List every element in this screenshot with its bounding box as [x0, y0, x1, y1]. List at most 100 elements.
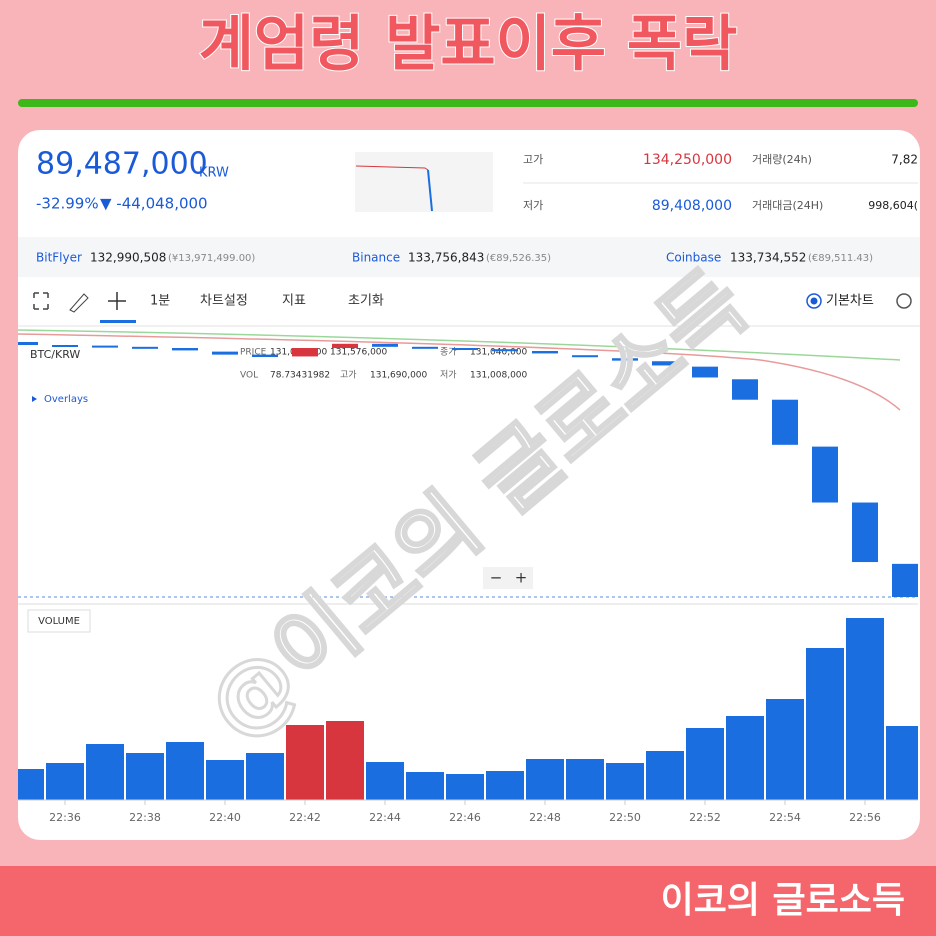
- info-value: 131,576,000: [330, 348, 388, 358]
- exchange-sub: (¥13,971,499.00): [168, 253, 255, 264]
- volume-bar: [86, 744, 124, 800]
- volume-bar: [646, 751, 684, 800]
- mini-line: [355, 165, 429, 171]
- divider: [18, 99, 918, 107]
- radio[interactable]: [806, 293, 822, 309]
- exchange-sub: (€89,511.43): [808, 253, 873, 264]
- change: ▼ -44,048,000: [100, 195, 208, 213]
- plot: PRICE131,040,000131,576,000종가131,040,000…: [18, 342, 918, 824]
- settings[interactable]: 차트설정: [200, 294, 248, 309]
- candle: [332, 343, 358, 349]
- candle: [772, 399, 798, 445]
- stat-value: 89,408,000: [652, 198, 732, 214]
- price: 89,487,000: [36, 147, 208, 182]
- volume-bar: [806, 648, 844, 800]
- volume-bar: [726, 716, 764, 800]
- reset[interactable]: 초기화: [348, 294, 384, 309]
- volume-bar: [246, 753, 284, 800]
- interval[interactable]: 1분: [150, 294, 170, 309]
- volume-bar: [686, 728, 724, 800]
- candle: [852, 502, 878, 563]
- exchange-price: 132,990,508: [90, 251, 166, 265]
- radio-dot: [810, 297, 818, 305]
- overlay-arrow: [32, 396, 37, 402]
- info-value: 131,690,000: [370, 371, 428, 381]
- candle: [52, 345, 78, 348]
- volume-bar: [566, 759, 604, 800]
- volume-bar: [886, 726, 918, 800]
- info-label: 종가: [440, 347, 457, 358]
- candle: [612, 358, 638, 361]
- volume-bar: [18, 769, 44, 800]
- chart-mode[interactable]: 기본차트: [826, 294, 874, 309]
- fullscreen-icon[interactable]: [33, 292, 49, 310]
- candle: [812, 446, 838, 503]
- x-tick-label: 22:48: [529, 811, 561, 824]
- exchange-price: 133,734,552: [730, 251, 806, 265]
- volume-bar: [326, 721, 364, 800]
- candle: [652, 361, 678, 366]
- ma-line: [17, 333, 901, 411]
- volume-bar: [846, 618, 884, 800]
- x-tick-label: 22:54: [769, 811, 801, 824]
- volume-bar: [126, 753, 164, 800]
- candle: [692, 366, 718, 378]
- active-tab: [100, 320, 136, 323]
- volume-bar: [206, 760, 244, 800]
- x-tick-label: 22:46: [449, 811, 481, 824]
- x-tick-label: 22:40: [209, 811, 241, 824]
- zoom-out[interactable]: −: [490, 569, 503, 587]
- exchange-name: Coinbase: [666, 251, 721, 265]
- volume-bar: [286, 725, 324, 800]
- candle: [732, 379, 758, 400]
- card: [18, 130, 920, 840]
- footer-bar: [0, 866, 936, 936]
- crosshair-icon[interactable]: [108, 292, 126, 310]
- footer: 이코의 글로소득: [661, 880, 905, 921]
- draw-icon[interactable]: [69, 293, 89, 313]
- volume-bar: [366, 762, 404, 800]
- candle: [252, 354, 278, 358]
- volume-bar: [606, 763, 644, 800]
- stat-value: 134,250,000: [643, 152, 732, 168]
- volume-bar: [46, 763, 84, 800]
- candle: [212, 351, 238, 355]
- zoom-buttons[interactable]: [483, 567, 533, 589]
- volume-bar: [166, 742, 204, 800]
- volume-box: [27, 609, 91, 633]
- candle: [172, 348, 198, 351]
- mini-line: [427, 169, 433, 212]
- indicators[interactable]: 지표: [282, 294, 306, 309]
- candle: [492, 349, 518, 352]
- symbol: BTC/KRW: [30, 348, 80, 361]
- candle: [292, 348, 318, 357]
- candle: [452, 348, 478, 351]
- volume-bar: [446, 774, 484, 800]
- ma-line: [17, 329, 901, 361]
- candle: [532, 351, 558, 354]
- radio[interactable]: [896, 293, 912, 309]
- stat-value: 998,604(: [868, 199, 918, 212]
- candle: [572, 355, 598, 358]
- candle: [412, 346, 438, 349]
- x-tick-label: 22:36: [49, 811, 81, 824]
- x-tick-label: 22:50: [609, 811, 641, 824]
- exchange-name: Binance: [352, 251, 400, 265]
- volume-bar: [486, 771, 524, 800]
- stat-label: 저가: [523, 199, 543, 212]
- exchange-price: 133,756,843: [408, 251, 484, 265]
- info-label: VOL: [240, 371, 258, 381]
- overlays[interactable]: Overlays: [44, 394, 88, 405]
- zoom-in[interactable]: +: [515, 569, 528, 587]
- exchange-row: [18, 237, 920, 277]
- info-label: PRICE: [240, 348, 267, 358]
- info-label: 저가: [440, 370, 457, 381]
- info-value: 131,008,000: [470, 371, 528, 381]
- x-tick-label: 22:56: [849, 811, 881, 824]
- candle: [92, 345, 118, 348]
- exchange-sub: (€89,526.35): [486, 253, 551, 264]
- x-tick-label: 22:44: [369, 811, 401, 824]
- stat-label: 고가: [523, 153, 543, 166]
- info-value: 131,040,000: [470, 348, 528, 358]
